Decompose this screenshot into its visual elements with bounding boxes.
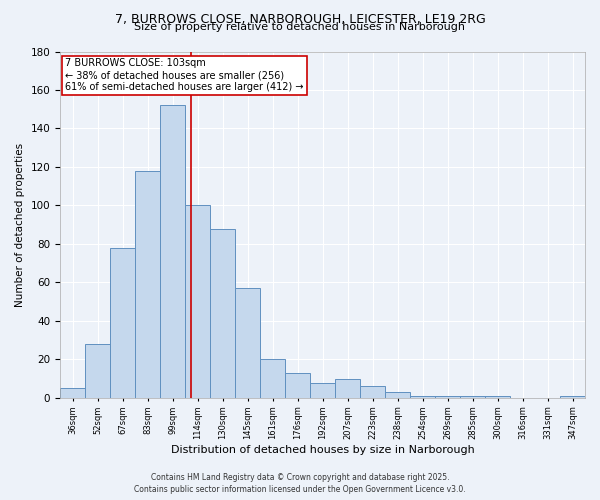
Bar	[85, 344, 110, 398]
Text: 7, BURROWS CLOSE, NARBOROUGH, LEICESTER, LE19 2RG: 7, BURROWS CLOSE, NARBOROUGH, LEICESTER,…	[115, 12, 485, 26]
Bar	[60, 388, 85, 398]
Bar	[435, 396, 460, 398]
Bar	[260, 360, 285, 398]
Bar	[135, 171, 160, 398]
Bar	[335, 378, 360, 398]
Bar	[285, 373, 310, 398]
Text: 7 BURROWS CLOSE: 103sqm
← 38% of detached houses are smaller (256)
61% of semi-d: 7 BURROWS CLOSE: 103sqm ← 38% of detache…	[65, 58, 304, 92]
Bar	[110, 248, 135, 398]
Bar	[160, 106, 185, 398]
X-axis label: Distribution of detached houses by size in Narborough: Distribution of detached houses by size …	[170, 445, 475, 455]
Bar	[210, 228, 235, 398]
Y-axis label: Number of detached properties: Number of detached properties	[15, 142, 25, 307]
Bar	[185, 206, 210, 398]
Bar	[460, 396, 485, 398]
Bar	[235, 288, 260, 398]
Bar	[360, 386, 385, 398]
Bar	[485, 396, 510, 398]
Text: Contains HM Land Registry data © Crown copyright and database right 2025.
Contai: Contains HM Land Registry data © Crown c…	[134, 472, 466, 494]
Bar	[560, 396, 585, 398]
Bar	[385, 392, 410, 398]
Text: Size of property relative to detached houses in Narborough: Size of property relative to detached ho…	[134, 22, 466, 32]
Bar	[410, 396, 435, 398]
Bar	[310, 382, 335, 398]
